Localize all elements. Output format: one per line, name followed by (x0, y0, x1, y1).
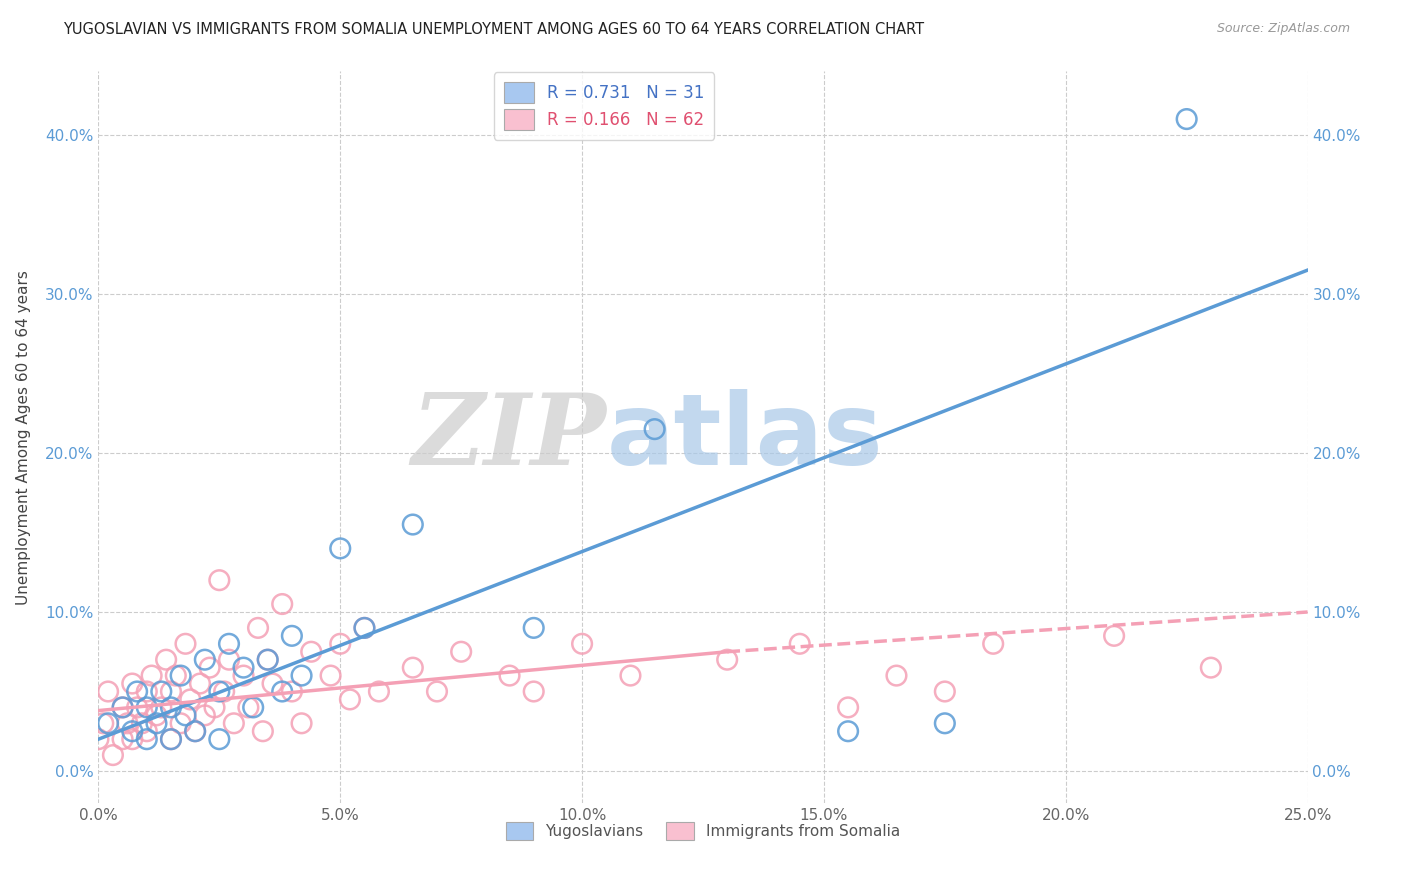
Point (218, 653, 240, 667)
Point (179, 692, 201, 706)
Point (169, 716, 191, 731)
Point (837, 724, 859, 739)
Point (242, 700, 264, 714)
Point (256, 653, 278, 667)
Text: Source: ZipAtlas.com: Source: ZipAtlas.com (1216, 22, 1350, 36)
Point (290, 668, 312, 682)
Point (174, 708, 197, 723)
Point (91, 716, 114, 731)
Point (160, 732, 183, 747)
Point (353, 621, 375, 635)
Point (1199, 660, 1222, 674)
Point (837, 700, 859, 714)
Point (127, 700, 149, 714)
Point (523, 684, 546, 698)
Point (262, 676, 284, 690)
Point (1102, 629, 1125, 643)
Point (97, 684, 120, 698)
Point (121, 724, 143, 739)
Point (716, 653, 738, 667)
Point (238, 700, 260, 714)
Point (222, 716, 245, 731)
Point (101, 748, 124, 763)
Point (271, 684, 294, 698)
Point (127, 684, 149, 698)
Point (184, 724, 207, 739)
Point (402, 660, 425, 674)
Point (886, 668, 908, 682)
Point (1175, 112, 1198, 126)
Point (247, 621, 270, 635)
Point (155, 653, 177, 667)
Point (426, 684, 449, 698)
Point (141, 668, 163, 682)
Point (212, 684, 235, 698)
Text: ZIP: ZIP (412, 389, 606, 485)
Point (169, 668, 191, 682)
Point (111, 732, 134, 747)
Point (232, 660, 254, 674)
Point (329, 637, 352, 651)
Y-axis label: Unemployment Among Ages 60 to 64 years: Unemployment Among Ages 60 to 64 years (17, 269, 31, 605)
Point (498, 668, 520, 682)
Point (619, 668, 641, 682)
Point (281, 684, 304, 698)
Point (299, 645, 322, 659)
Point (644, 422, 666, 436)
Point (160, 732, 183, 747)
Point (117, 716, 139, 731)
Point (402, 517, 425, 532)
Point (97, 716, 120, 731)
Point (165, 668, 187, 682)
Point (319, 668, 342, 682)
Point (160, 684, 183, 698)
Point (204, 700, 226, 714)
Point (208, 732, 231, 747)
Point (290, 716, 312, 731)
Point (160, 700, 183, 714)
Text: YUGOSLAVIAN VS IMMIGRANTS FROM SOMALIA UNEMPLOYMENT AMONG AGES 60 TO 64 YEARS CO: YUGOSLAVIAN VS IMMIGRANTS FROM SOMALIA U… (63, 22, 924, 37)
Point (111, 700, 134, 714)
Point (174, 637, 197, 651)
Point (934, 716, 956, 731)
Point (329, 541, 352, 556)
Point (198, 660, 221, 674)
Point (232, 668, 254, 682)
Point (145, 708, 167, 723)
Point (523, 621, 546, 635)
Point (208, 684, 231, 698)
Point (450, 645, 472, 659)
Point (194, 653, 217, 667)
Point (339, 692, 361, 706)
Text: atlas: atlas (606, 389, 883, 485)
Point (145, 716, 167, 731)
Point (934, 684, 956, 698)
Point (789, 637, 811, 651)
Point (281, 629, 304, 643)
Point (121, 676, 143, 690)
Point (135, 724, 157, 739)
Point (121, 732, 143, 747)
Point (111, 700, 134, 714)
Point (571, 637, 593, 651)
Point (271, 597, 294, 611)
Point (135, 684, 157, 698)
Point (368, 684, 391, 698)
Point (256, 653, 278, 667)
Point (208, 573, 231, 587)
Point (87, 732, 110, 747)
Point (150, 684, 173, 698)
Point (131, 716, 153, 731)
Point (135, 700, 157, 714)
Legend: Yugoslavians, Immigrants from Somalia: Yugoslavians, Immigrants from Somalia (499, 815, 907, 847)
Point (150, 700, 173, 714)
Point (252, 724, 274, 739)
Point (218, 637, 240, 651)
Point (353, 621, 375, 635)
Point (194, 708, 217, 723)
Point (135, 732, 157, 747)
Point (184, 724, 207, 739)
Point (981, 637, 1004, 651)
Point (188, 676, 211, 690)
